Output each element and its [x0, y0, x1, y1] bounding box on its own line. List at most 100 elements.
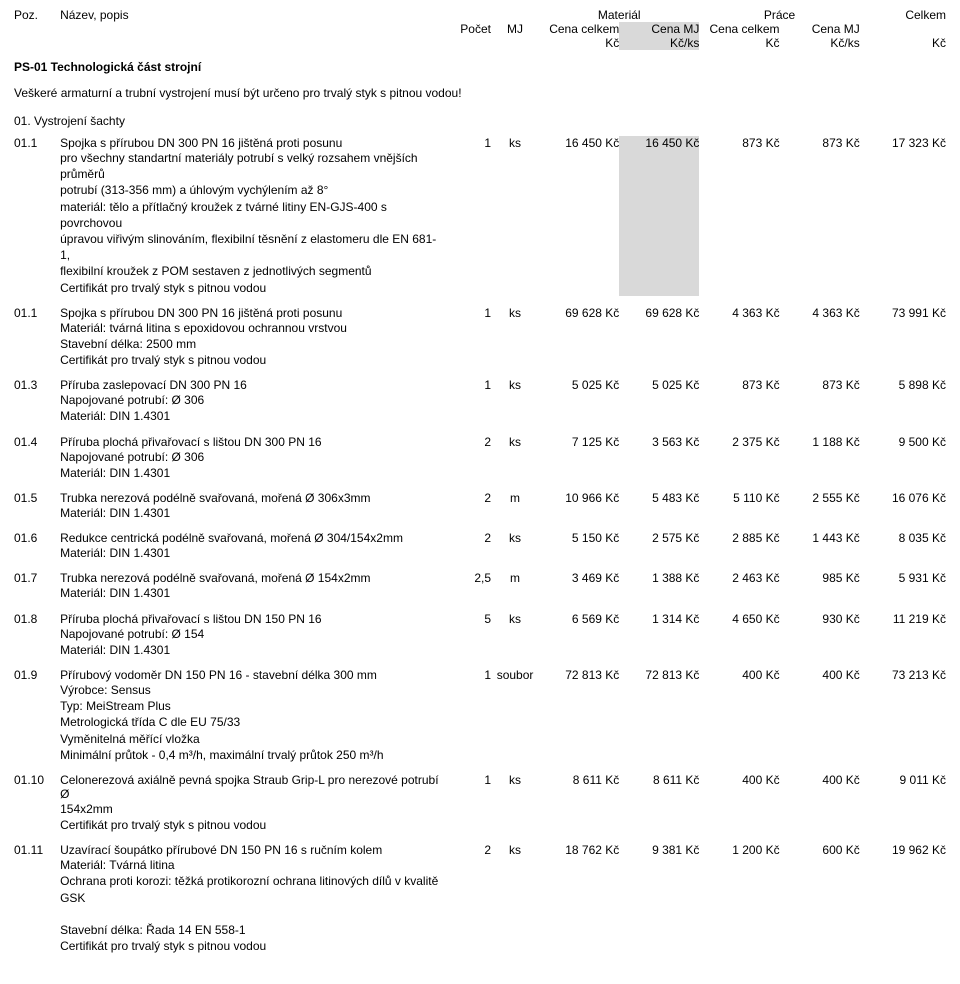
item-title: Spojka s přírubou DN 300 PN 16 jištěná p…	[60, 136, 441, 150]
hdr-kc-1: Kč	[539, 36, 619, 50]
item-mat-celkem: 8 611 Kč	[539, 773, 619, 801]
hdr-kcks-2: Kč/ks	[780, 36, 860, 50]
item-mat-celkem: 69 628 Kč	[539, 306, 619, 320]
item-desc-line: materiál: tělo a přítlačný kroužek z tvá…	[60, 199, 441, 231]
item-poz: 01.10	[14, 773, 60, 801]
item-mat-mj: 5 483 Kč	[619, 491, 699, 505]
item-pocet: 2	[441, 435, 491, 449]
item-desc-line: pro všechny standartní materiály potrubí…	[60, 150, 441, 182]
item-prace-celkem: 2 885 Kč	[699, 531, 779, 545]
hdr-nazev: Název, popis	[60, 8, 441, 22]
item-mj: ks	[491, 843, 539, 857]
hdr-pocet: Počet	[441, 22, 491, 36]
item-row: 01.11Uzavírací šoupátko přírubové DN 150…	[14, 843, 946, 857]
item-prace-celkem: 2 463 Kč	[699, 571, 779, 585]
hdr-kcks-1: Kč/ks	[619, 36, 699, 50]
item-prace-celkem: 5 110 Kč	[699, 491, 779, 505]
item-pocet: 1	[441, 773, 491, 801]
item-desc-row: Materiál: tvárná litina s epoxidovou och…	[14, 320, 946, 369]
item-poz: 01.6	[14, 531, 60, 545]
item-prace-mj: 930 Kč	[780, 612, 860, 626]
item-row: 01.9Přírubový vodoměr DN 150 PN 16 - sta…	[14, 668, 946, 682]
item-poz: 01.7	[14, 571, 60, 585]
hdr-cena-celkem-1: Cena celkem	[549, 22, 619, 36]
item-mat-mj: 5 025 Kč	[619, 378, 699, 392]
hdr-mat-cena: Cena celkem	[539, 22, 619, 36]
item-desc-line: Výrobce: Sensus	[60, 682, 441, 698]
item-prace-mj: 2 555 Kč	[780, 491, 860, 505]
items-table: 01.1Spojka s přírubou DN 300 PN 16 jiště…	[14, 136, 946, 964]
item-title: Uzavírací šoupátko přírubové DN 150 PN 1…	[60, 843, 441, 857]
item-desc-row: pro všechny standartní materiály potrubí…	[14, 150, 946, 296]
item-mat-celkem: 3 469 Kč	[539, 571, 619, 585]
item-row: 01.3Příruba zaslepovací DN 300 PN 161ks5…	[14, 378, 946, 392]
item-mj: ks	[491, 435, 539, 449]
item-mat-mj: 8 611 Kč	[619, 773, 699, 801]
item-mj: ks	[491, 612, 539, 626]
item-celkem: 9 011 Kč	[860, 773, 946, 801]
item-mat-mj: 1 314 Kč	[619, 612, 699, 626]
item-prace-celkem: 2 375 Kč	[699, 435, 779, 449]
item-prace-mj: 1 443 Kč	[780, 531, 860, 545]
item-pocet: 2	[441, 491, 491, 505]
item-mat-mj: 9 381 Kč	[619, 843, 699, 857]
item-desc-line: Materiál: DIN 1.4301	[60, 545, 441, 561]
item-desc-row: Napojované potrubí: Ø 154Materiál: DIN 1…	[14, 626, 946, 658]
item-desc-line: potrubí (313-356 mm) a úhlovým vychýlení…	[60, 182, 441, 198]
item-mat-mj: 1 388 Kč	[619, 571, 699, 585]
item-mat-mj: 72 813 Kč	[619, 668, 699, 682]
item-celkem: 19 962 Kč	[860, 843, 946, 857]
item-prace-celkem: 400 Kč	[699, 773, 779, 801]
item-desc-row: Materiál: DIN 1.4301	[14, 505, 946, 521]
item-title: Spojka s přírubou DN 300 PN 16 jištěná p…	[60, 306, 441, 320]
hdr-prace-mj: Cena MJ	[780, 22, 860, 36]
item-mj: m	[491, 491, 539, 505]
item-desc-line: Materiál: DIN 1.4301	[60, 465, 441, 481]
item-desc: Materiál: DIN 1.4301	[60, 585, 441, 601]
item-desc-line: flexibilní kroužek z POM sestaven z jedn…	[60, 263, 441, 279]
item-desc-line: úpravou viřivým slinováním, flexibilní t…	[60, 231, 441, 263]
hdr-kc-3: Kč	[860, 36, 946, 50]
item-prace-mj: 873 Kč	[780, 378, 860, 392]
item-desc-row: Napojované potrubí: Ø 306Materiál: DIN 1…	[14, 392, 946, 424]
item-desc: pro všechny standartní materiály potrubí…	[60, 150, 441, 296]
section-subtitle: 01. Vystrojení šachty	[14, 110, 946, 136]
item-prace-celkem: 4 650 Kč	[699, 612, 779, 626]
item-desc: Materiál: tvárná litina s epoxidovou och…	[60, 320, 441, 369]
item-mj: soubor	[491, 668, 539, 682]
hdr-prace-cena: Cena celkem	[699, 22, 779, 36]
item-mj: ks	[491, 773, 539, 801]
item-celkem: 73 991 Kč	[860, 306, 946, 320]
item-title: Příruba plochá přivařovací s lištou DN 1…	[60, 612, 441, 626]
item-row: 01.10Celonerezová axiálně pevná spojka S…	[14, 773, 946, 801]
item-desc-line: Vyměnitelná měřící vložka	[60, 731, 441, 747]
item-mat-mj: 3 563 Kč	[619, 435, 699, 449]
item-pocet: 2	[441, 843, 491, 857]
item-poz: 01.8	[14, 612, 60, 626]
item-mat-celkem: 72 813 Kč	[539, 668, 619, 682]
item-mat-celkem: 5 150 Kč	[539, 531, 619, 545]
item-celkem: 5 898 Kč	[860, 378, 946, 392]
item-desc: Napojované potrubí: Ø 306Materiál: DIN 1…	[60, 392, 441, 424]
item-desc-line: Typ: MeiStream Plus	[60, 698, 441, 714]
item-celkem: 17 323 Kč	[860, 136, 946, 150]
item-desc-line: Minimální průtok - 0,4 m³/h, maximální t…	[60, 747, 441, 763]
item-mj: ks	[491, 378, 539, 392]
item-mat-celkem: 5 025 Kč	[539, 378, 619, 392]
item-mat-celkem: 10 966 Kč	[539, 491, 619, 505]
item-desc-line: Materiál: DIN 1.4301	[60, 408, 441, 424]
item-desc-line: Materiál: tvárná litina s epoxidovou och…	[60, 320, 441, 336]
item-prace-mj: 4 363 Kč	[780, 306, 860, 320]
item-desc: Napojované potrubí: Ø 306Materiál: DIN 1…	[60, 449, 441, 481]
item-poz: 01.1	[14, 306, 60, 320]
item-row: 01.5Trubka nerezová podélně svařovaná, m…	[14, 491, 946, 505]
item-poz: 01.5	[14, 491, 60, 505]
item-poz: 01.4	[14, 435, 60, 449]
item-mat-mj: 69 628 Kč	[619, 306, 699, 320]
hdr-kc-2: Kč	[699, 36, 779, 50]
item-row: 01.1Spojka s přírubou DN 300 PN 16 jiště…	[14, 136, 946, 150]
item-desc-line	[60, 906, 441, 922]
item-celkem: 11 219 Kč	[860, 612, 946, 626]
item-poz: 01.9	[14, 668, 60, 682]
item-prace-celkem: 4 363 Kč	[699, 306, 779, 320]
